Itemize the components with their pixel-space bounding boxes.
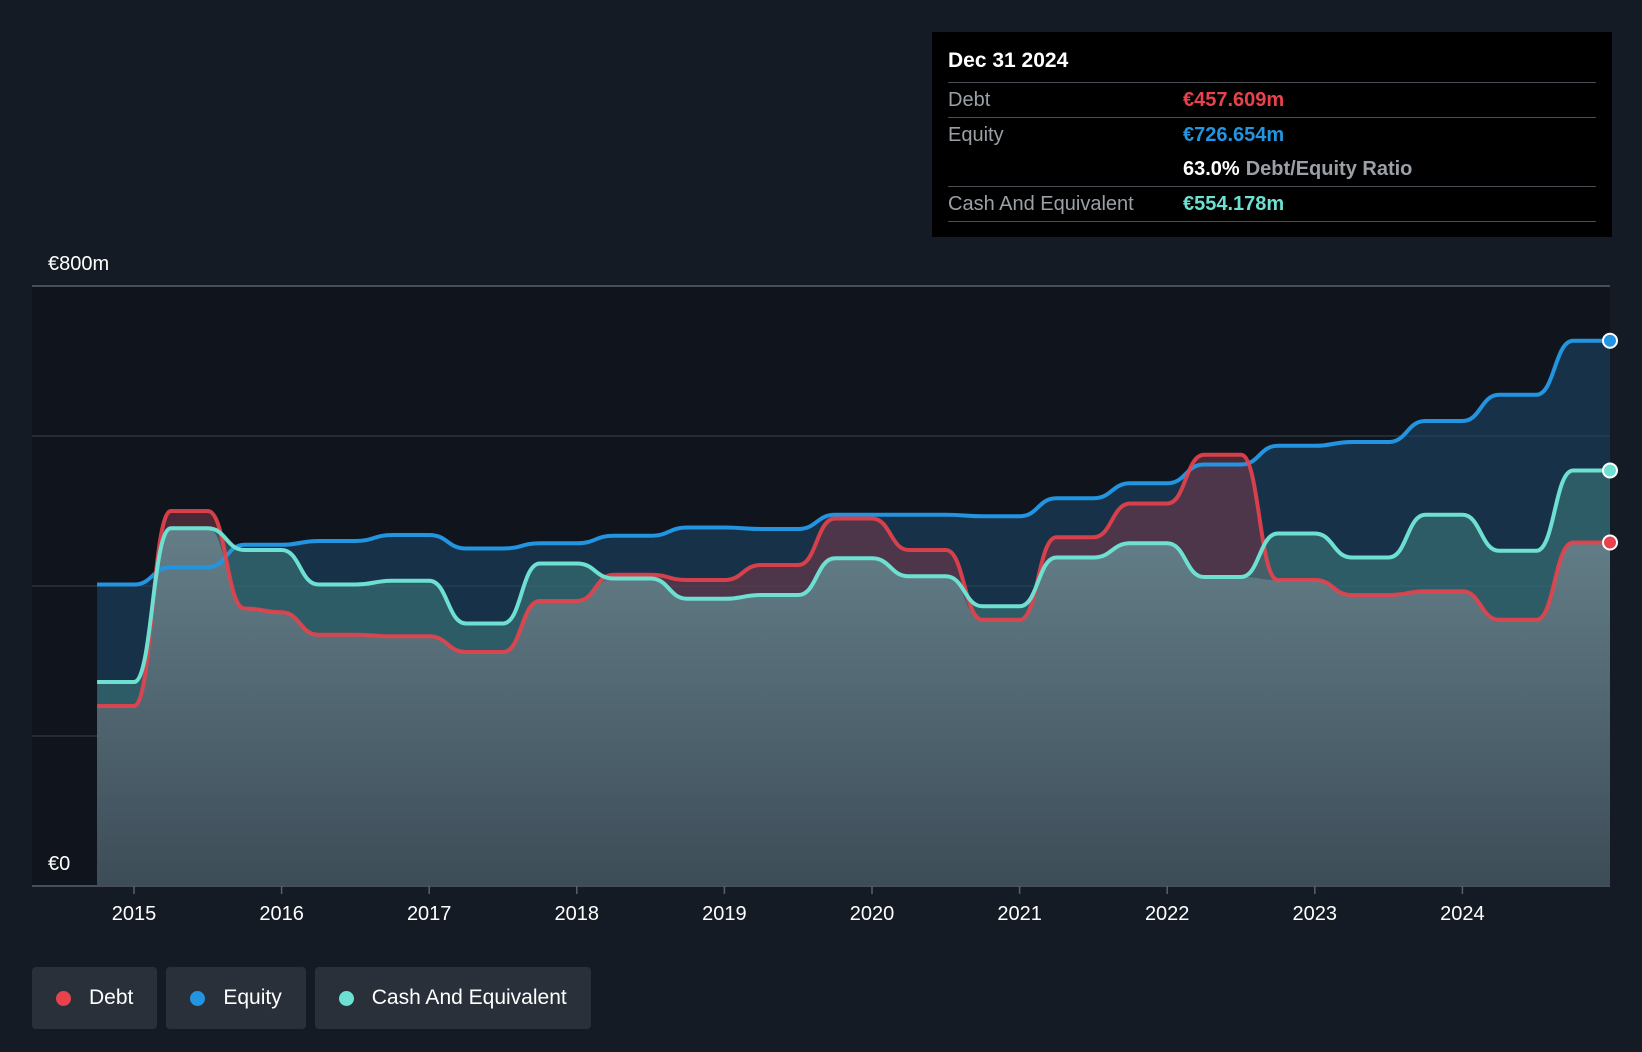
y-tick-label-min: €0 <box>48 853 70 875</box>
legend-dot-cash <box>338 990 354 1006</box>
x-tick-label: 2024 <box>1440 903 1485 925</box>
legend-item-equity[interactable]: Equity <box>166 967 306 1029</box>
tooltip-ratio-value: 63.0% <box>1183 158 1240 180</box>
legend-label-equity: Equity <box>223 986 282 1009</box>
cash-line <box>97 468 1610 684</box>
tooltip-row-ratio: 63.0% Debt/Equity Ratio <box>948 152 1596 187</box>
y-tick-label-max: €800m <box>48 253 109 275</box>
tooltip-cash-label: Cash And Equivalent <box>948 193 1134 215</box>
x-axis-ticks: 2015 2016 2017 2018 2019 2020 2021 2022 2023 2024 <box>112 886 1485 925</box>
legend: Debt Equity Cash And Equivalent <box>32 967 591 1029</box>
x-tick-label: 2020 <box>850 903 895 925</box>
equity-endpoint <box>1602 332 1618 349</box>
overlap-area <box>97 528 1611 886</box>
tooltip-panel: Dec 31 2024 Debt €457.609m Equity €726.6… <box>932 32 1612 237</box>
debt-line <box>97 452 1610 708</box>
legend-dot-debt <box>56 990 71 1006</box>
tooltip-ratio: 63.0% Debt/Equity Ratio <box>1183 152 1412 186</box>
tooltip-row-equity: Equity €726.654m <box>948 118 1596 152</box>
tooltip-ratio-spacer <box>948 152 1183 186</box>
debt-endpoint <box>1602 534 1618 551</box>
tooltip-cash-value: €554.178m <box>1183 193 1285 215</box>
tooltip-debt-label: Debt <box>948 89 991 111</box>
tooltip-row-cash: Cash And Equivalent €554.178m <box>948 187 1596 222</box>
tooltip-debt-value: €457.609m <box>1183 89 1285 111</box>
x-tick-label: 2023 <box>1293 903 1338 925</box>
tooltip-equity-value: €726.654m <box>1183 124 1285 146</box>
legend-item-cash[interactable]: Cash And Equivalent <box>314 967 591 1029</box>
x-tick-label: 2021 <box>997 903 1042 925</box>
x-tick-label: 2019 <box>702 903 747 925</box>
legend-label-cash: Cash And Equivalent <box>371 986 567 1009</box>
legend-item-debt[interactable]: Debt <box>32 967 158 1029</box>
x-tick-label: 2017 <box>407 903 452 925</box>
legend-label-debt: Debt <box>89 986 134 1009</box>
x-tick-label: 2022 <box>1145 903 1190 925</box>
x-tick-label: 2016 <box>259 903 304 925</box>
x-tick-label: 2015 <box>112 903 157 925</box>
series-endpoints <box>1602 332 1618 551</box>
series-lines <box>97 338 1610 708</box>
series-areas <box>97 340 1611 886</box>
x-tick-label: 2018 <box>555 903 600 925</box>
legend-dot-equity <box>190 990 206 1006</box>
cash-endpoint <box>1602 462 1618 479</box>
tooltip-date: Dec 31 2024 <box>948 46 1596 83</box>
equity-line <box>97 338 1610 587</box>
tooltip-equity-label: Equity <box>948 124 1004 146</box>
tooltip-row-debt: Debt €457.609m <box>948 83 1596 118</box>
tooltip-ratio-label: Debt/Equity Ratio <box>1245 158 1413 180</box>
